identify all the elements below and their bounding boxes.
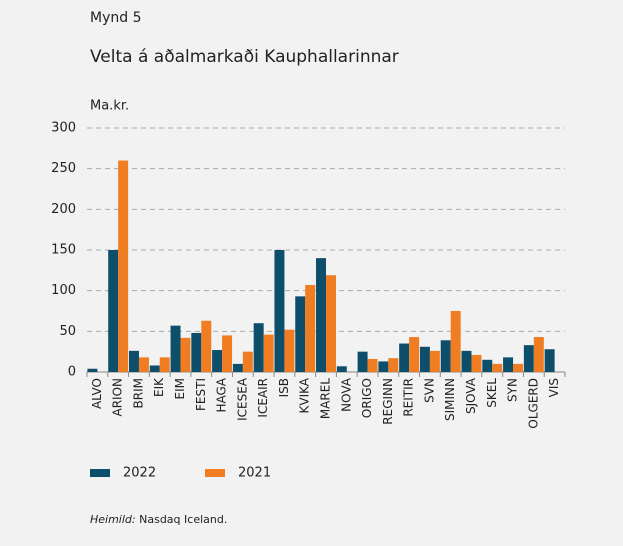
legend-label: 2022 (123, 466, 156, 481)
bar (180, 337, 191, 372)
legend-swatch (90, 469, 110, 477)
bar (503, 357, 514, 372)
x-tick-label: MAREL (319, 378, 333, 419)
y-tick-label: 300 (51, 121, 76, 136)
source: Heimild: Nasdaq Iceland. (90, 513, 227, 526)
x-tick-label: EIM (173, 378, 187, 399)
x-tick-label: ICESEA (235, 377, 249, 421)
x-tick-label: OLGERD (526, 378, 540, 429)
bar (409, 337, 420, 372)
bar (316, 258, 326, 372)
bar (533, 337, 544, 372)
bar (138, 357, 149, 372)
y-tick-label: 50 (59, 324, 76, 339)
bar (357, 351, 368, 372)
x-tick-label: BRIM (131, 378, 145, 408)
legend-label: 2021 (238, 466, 271, 481)
x-tick-label: ARION (111, 378, 125, 417)
bar (399, 343, 410, 372)
x-tick-label: ICEAIR (256, 378, 270, 418)
bar (326, 275, 336, 372)
x-tick-label: REITIR (402, 378, 416, 417)
bar (440, 340, 451, 372)
bar (429, 350, 440, 372)
y-tick-label: 250 (51, 161, 76, 176)
x-tick-label: VIS (547, 378, 561, 397)
bar (118, 160, 129, 372)
bar (242, 351, 253, 372)
bar (232, 363, 243, 372)
bar (523, 345, 534, 372)
y-tick-label: 200 (51, 202, 76, 217)
bar (263, 334, 274, 372)
bar (274, 250, 285, 372)
y-tick-label: 100 (51, 283, 76, 298)
bar (388, 358, 399, 372)
bar (87, 368, 98, 372)
source-text: Nasdaq Iceland. (139, 513, 227, 526)
bar (159, 357, 170, 372)
x-tick-label: SIMINN (443, 378, 457, 421)
bar (513, 363, 524, 372)
bar (367, 358, 378, 372)
bar (544, 349, 555, 372)
bar (128, 350, 139, 372)
x-tick-label: SKEL (485, 378, 499, 408)
bar (419, 346, 430, 372)
x-tick-label: ISB (277, 378, 291, 397)
chart-title: Velta á aðalmarkaði Kauphallarinnar (90, 47, 399, 67)
bar (295, 296, 306, 372)
bar (461, 350, 472, 372)
bar (201, 320, 212, 372)
legend-swatch (205, 469, 225, 477)
bar (336, 366, 347, 372)
bar (212, 350, 223, 372)
x-tick-label: NOVA (339, 377, 353, 412)
bar (191, 332, 202, 372)
x-tick-label: SVN (422, 378, 436, 403)
bar (305, 284, 316, 372)
bar (253, 323, 264, 372)
figure-label: Mynd 5 (90, 10, 141, 26)
bar (378, 361, 389, 372)
bar (482, 359, 493, 372)
y-axis-label: Ma.kr. (90, 99, 129, 114)
x-tick-label: HAGA (215, 377, 229, 412)
bar (222, 335, 233, 372)
x-tick-label: REGINN (381, 378, 395, 425)
x-tick-label: SJOVA (464, 377, 478, 414)
x-tick-label: EIK (152, 377, 166, 397)
bar (450, 311, 461, 372)
bar (471, 354, 482, 372)
x-tick-label: ALVO (90, 378, 104, 409)
bar (284, 329, 295, 372)
x-tick-label: SYN (506, 378, 520, 402)
bar (492, 363, 503, 372)
bar (108, 250, 119, 372)
x-tick-label: ORIGO (360, 378, 374, 418)
y-tick-label: 150 (51, 243, 76, 258)
y-tick-label: 0 (68, 365, 76, 380)
bar (149, 365, 160, 372)
x-tick-label: KVIKA (298, 377, 312, 413)
bar (170, 325, 181, 372)
x-tick-label: FESTI (194, 378, 208, 411)
source-label: Heimild: (90, 513, 136, 526)
